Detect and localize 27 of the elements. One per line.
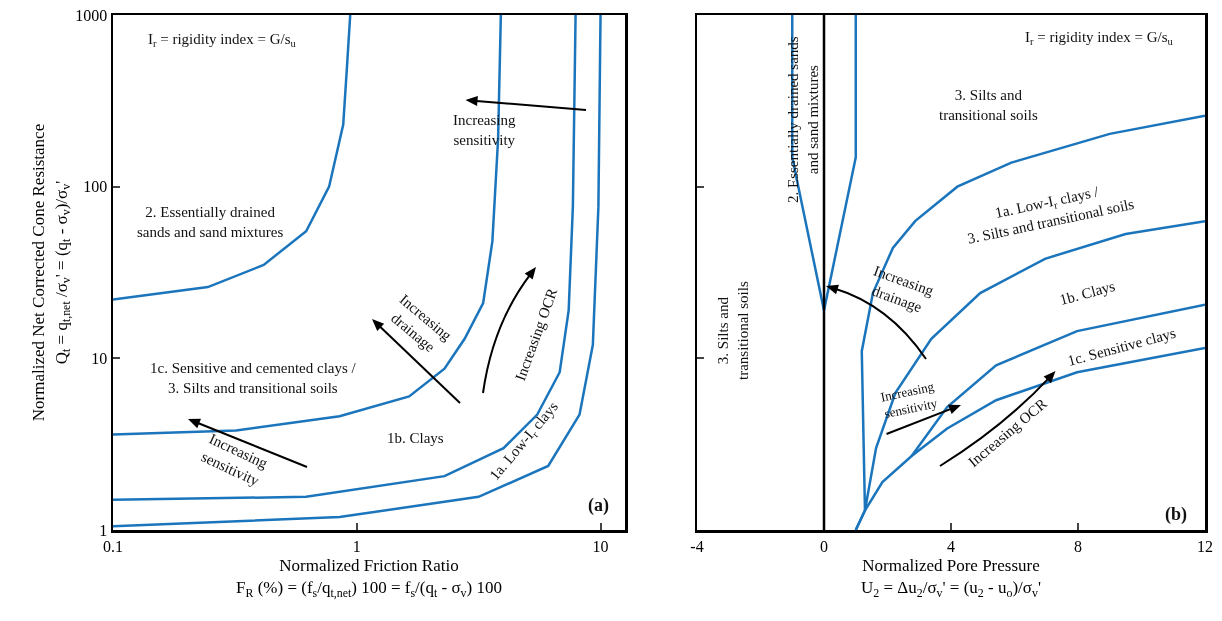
annotation: Increasing sensitivity: [879, 378, 939, 422]
text: Normalized Friction Ratio F$_{R}$ (%) = (f$_{s}$/q$_{t,net}$) 100 = f$_{s}$/(q$_{t}$ - σ$_{v}$) 100: [236, 556, 502, 601]
annotation: 3. Silts and transitional soils: [715, 281, 751, 380]
y-tick-label: 10: [91, 349, 108, 367]
annotation: (b): [1165, 504, 1187, 525]
annotation: I$_{r}$ = rigidity index = G/s$_{u}$: [148, 31, 297, 50]
y-tick-label: 1: [99, 521, 108, 539]
y-tick-label: 1000: [75, 6, 108, 24]
x-tick-label: 10: [592, 537, 609, 555]
x-tick-label: 4: [947, 537, 955, 555]
x-tick-label: 0: [820, 537, 828, 555]
annotation: 2. Essentially drained sands and sand mixtures: [785, 36, 821, 203]
x-tick-label: 1: [352, 537, 361, 555]
x-tick-label: -4: [690, 537, 704, 555]
annotation: I$_{r}$ = rigidity index = G/s$_{u}$: [1025, 29, 1174, 48]
annotation: 2. Essentially drained sands and sand mixtures: [137, 204, 284, 240]
x-tick-label: 0.1: [103, 537, 123, 555]
x-tick-label: 12: [1197, 537, 1213, 555]
annotation: 1b. Clays: [1057, 277, 1117, 308]
text: Normalized Pore Pressure U$_{2}$ = Δu$_{2}$/σ$_{v}$' = (u$_{2}$ - u$_{o}$)/σ$_{v}$': [860, 556, 1042, 601]
annotation: (a): [588, 495, 609, 516]
annotation: 1c. Sensitive and cemented clays / 3. Silts and transitional soils: [150, 360, 357, 396]
annotation: 1c. Sensitive clays: [1065, 324, 1178, 369]
x-tick-label: 8: [1074, 537, 1082, 555]
annotation: 1b. Clays: [387, 430, 444, 446]
annotation: 3. Silts and transitional soils: [939, 87, 1038, 123]
y-tick-label: 100: [83, 178, 108, 196]
